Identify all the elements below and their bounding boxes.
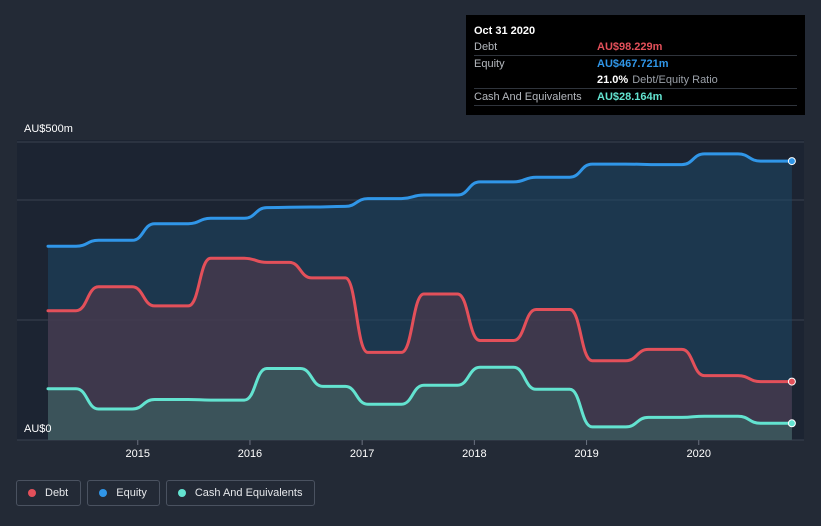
equity-line bbox=[46, 152, 794, 248]
x-tick-label: 2018 bbox=[462, 448, 486, 460]
x-tick-label: 2019 bbox=[574, 448, 598, 460]
debt-line bbox=[46, 256, 794, 384]
tooltip-equity-value: AU$467.721m bbox=[597, 58, 669, 70]
legend-item-cash[interactable]: Cash And Equivalents bbox=[165, 480, 316, 506]
tooltip-debt-label: Debt bbox=[474, 41, 498, 53]
tooltip-equity-label: Equity bbox=[474, 58, 505, 70]
y-axis-labels: AU$500m AU$0 bbox=[24, 123, 73, 435]
x-tick-label: 2015 bbox=[126, 448, 150, 460]
debt-legend-dot-icon bbox=[28, 489, 36, 497]
equity-endpoint-marker[interactable] bbox=[787, 157, 796, 166]
x-tick-label: 2016 bbox=[238, 448, 262, 460]
tooltip-date: Oct 31 2020 bbox=[474, 25, 536, 37]
y-axis-label: AU$0 bbox=[24, 423, 52, 435]
equity-legend-dot-icon bbox=[99, 489, 108, 497]
cash-endpoint-marker[interactable] bbox=[787, 419, 796, 428]
tooltip-cash-label: Cash And Equivalents bbox=[474, 91, 582, 103]
legend-item-equity[interactable]: Equity bbox=[87, 480, 160, 506]
tooltip-ratio-value: 21.0% bbox=[597, 74, 629, 86]
series-lines bbox=[46, 152, 794, 429]
debt-endpoint-marker[interactable] bbox=[787, 377, 796, 386]
tooltip-ratio-label: Debt/Equity Ratio bbox=[632, 74, 718, 86]
legend-label-cash: Cash And Equivalents bbox=[194, 487, 303, 499]
x-tick-label: 2017 bbox=[350, 448, 374, 460]
tooltip-equity-row: Equity AU$467.721m bbox=[474, 56, 797, 72]
debt-area bbox=[48, 258, 792, 440]
chart-legend: Debt Equity Cash And Equivalents bbox=[16, 480, 316, 506]
x-axis-ticks: 2015 2016 2017 2018 2019 2020 bbox=[126, 440, 711, 460]
tooltip-cash-row: Cash And Equivalents AU$28.164m bbox=[474, 89, 797, 106]
tooltip-ratio-row: 21.0% Debt/Equity Ratio bbox=[474, 72, 797, 89]
data-tooltip: Oct 31 2020 Debt AU$98.229m Equity AU$46… bbox=[466, 15, 805, 115]
tooltip-debt-row: Debt AU$98.229m bbox=[474, 39, 797, 56]
x-tick-label: 2020 bbox=[687, 448, 711, 460]
tooltip-ratio-spacer bbox=[474, 72, 597, 88]
cash-area bbox=[48, 367, 792, 440]
y-axis-label: AU$500m bbox=[24, 123, 73, 135]
legend-label-equity: Equity bbox=[116, 487, 147, 499]
cash-legend-dot-icon bbox=[177, 489, 186, 497]
tooltip-cash-value: AU$28.164m bbox=[597, 91, 663, 103]
legend-label-debt: Debt bbox=[45, 487, 69, 499]
cash-line bbox=[46, 365, 794, 429]
series-endpoints bbox=[787, 157, 796, 428]
legend-item-debt[interactable]: Debt bbox=[16, 480, 82, 506]
tooltip-debt-value: AU$98.229m bbox=[597, 41, 663, 53]
